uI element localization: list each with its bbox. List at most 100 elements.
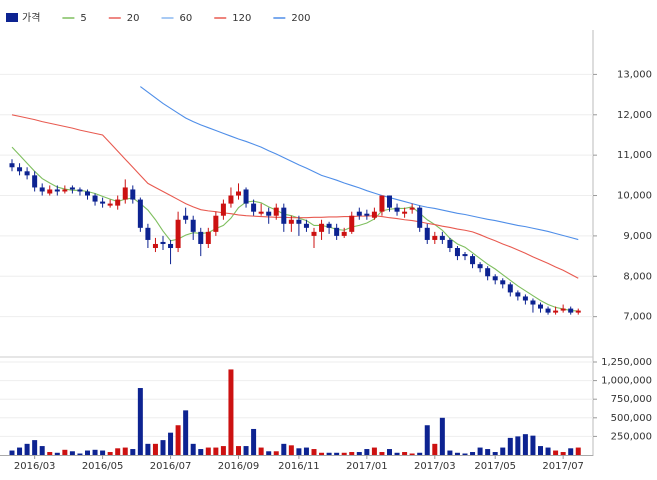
volume-bar: [387, 449, 392, 455]
volume-bar: [575, 447, 581, 455]
legend-label: 200: [291, 13, 310, 24]
volume-bar: [273, 451, 279, 455]
candle-body: [379, 195, 385, 212]
candle-body: [515, 292, 521, 297]
candle-body: [47, 189, 53, 194]
volume-bar: [190, 443, 196, 455]
volume-bar: [424, 425, 430, 455]
x-tick-label: 2016/07: [150, 461, 192, 472]
candle-body: [560, 308, 566, 311]
volume-bar: [69, 451, 75, 455]
volume-bar: [183, 410, 189, 455]
volume-bar: [568, 448, 574, 455]
candle-body: [575, 310, 581, 313]
candle-body: [160, 241, 166, 244]
candle-body: [522, 296, 528, 301]
volume-bar: [130, 449, 136, 455]
y-tick-label: 11,000: [617, 150, 652, 161]
volume-bar: [560, 452, 566, 455]
x-tick-label: 2016/03: [14, 461, 56, 472]
volume-bar: [319, 452, 325, 455]
candle-body: [77, 189, 83, 192]
y-tick-label: 500,000: [611, 413, 652, 424]
candle-body: [243, 189, 249, 204]
volume-bar: [288, 445, 294, 455]
volume-bar: [24, 443, 30, 455]
candle-body: [470, 256, 476, 265]
volume-bar: [402, 452, 408, 455]
candle-body: [100, 201, 106, 204]
candle-body: [462, 254, 468, 257]
volume-bar: [85, 450, 90, 455]
candle-body: [175, 219, 181, 249]
y-tick-label: 8,000: [623, 271, 652, 282]
x-tick-label: 2017/07: [542, 461, 584, 472]
candle-body: [538, 304, 543, 309]
volume-bar: [356, 452, 362, 455]
candle-body: [417, 207, 423, 228]
candle-body: [107, 203, 113, 206]
volume-bar: [281, 443, 287, 455]
candle-body: [24, 171, 30, 176]
candle-body: [92, 195, 98, 202]
candle-body: [9, 163, 15, 168]
volume-bar: [553, 450, 559, 455]
volume-bar: [77, 453, 83, 455]
candle-body: [273, 207, 279, 216]
candle-body: [530, 300, 536, 305]
candle-body: [220, 203, 226, 216]
candle-body: [371, 211, 377, 218]
candle-body: [432, 235, 438, 240]
volume-bar: [326, 452, 332, 455]
candle-body: [553, 310, 559, 313]
volume-bar: [379, 452, 385, 455]
volume-bar: [522, 434, 528, 455]
volume-bar: [137, 388, 143, 455]
candle-body: [266, 211, 272, 216]
volume-bar: [100, 450, 106, 455]
candle-body: [168, 243, 174, 249]
candle-body: [62, 189, 68, 192]
volume-bar: [220, 446, 226, 455]
volume-bar: [454, 452, 460, 455]
volume-bar: [236, 446, 241, 455]
volume-bar: [243, 446, 249, 455]
x-tick-label: 2017/03: [414, 461, 456, 472]
volume-bar: [334, 452, 340, 455]
volume-bar: [311, 449, 317, 455]
candle-body: [69, 187, 75, 190]
legend-label: 120: [232, 13, 251, 24]
volume-bar: [54, 452, 60, 455]
moving-average-line: [11, 114, 579, 279]
candle-body: [85, 191, 90, 196]
candle-body: [402, 211, 408, 214]
volume-bar: [364, 449, 370, 455]
legend-swatch: [6, 13, 18, 22]
volume-bar: [39, 446, 45, 455]
candle-body: [387, 195, 392, 208]
volume-bar: [168, 432, 174, 455]
candle-body: [281, 207, 287, 224]
candle-body: [477, 264, 483, 269]
y-tick-label: 1,250,000: [601, 357, 652, 368]
candle-body: [213, 215, 219, 232]
candle-body: [500, 280, 506, 285]
volume-bar: [92, 449, 98, 455]
x-tick-label: 2017/05: [474, 461, 516, 472]
volume-bar: [175, 425, 181, 455]
volume-bar: [349, 452, 355, 455]
candle-body: [454, 248, 460, 257]
volume-bar: [160, 440, 166, 455]
volume-bar: [477, 447, 483, 455]
candle-body: [568, 308, 574, 313]
candle-body: [251, 203, 257, 212]
volume-bar: [266, 451, 272, 455]
candle-body: [349, 215, 355, 232]
candle-body: [394, 207, 400, 212]
candle-body: [492, 276, 498, 281]
volume-bar: [107, 452, 113, 455]
candle-body: [115, 199, 121, 206]
y-tick-label: 12,000: [617, 110, 652, 121]
volume-bar: [152, 443, 158, 455]
